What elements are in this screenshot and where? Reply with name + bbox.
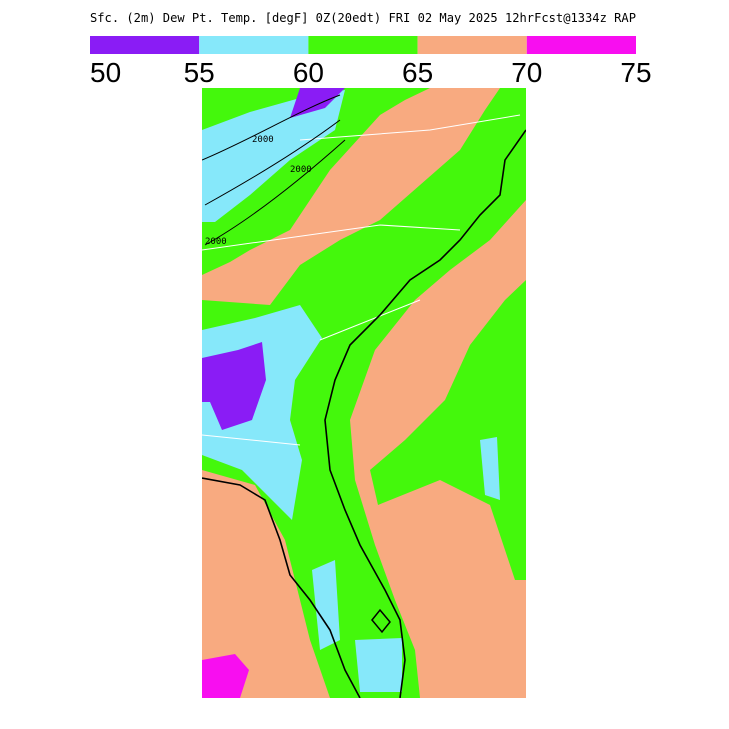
colorbar-swatch [417, 36, 527, 54]
state-line [202, 114, 521, 446]
contour-label: 2000 [252, 135, 274, 145]
field-70 [202, 654, 249, 698]
field-60 [370, 280, 526, 580]
colorbar-swatch [526, 36, 636, 54]
title: Sfc. (2m) Dew Pt. Temp. [degF] 0Z(20edt)… [90, 11, 636, 25]
colorbar-label: 55 [184, 57, 215, 88]
coastline [202, 477, 361, 698]
contour-label: 2000 [205, 237, 227, 247]
colorbar-label: 65 [402, 57, 433, 88]
lake [371, 608, 391, 634]
field-55 [202, 90, 345, 222]
colorbar-label: 60 [293, 57, 324, 88]
field-55 [355, 638, 402, 692]
colorbar-swatch [308, 36, 418, 54]
field-55 [312, 560, 340, 650]
colorbar-label: 70 [511, 57, 542, 88]
coastline [324, 129, 526, 698]
field-55 [480, 437, 500, 500]
field-60 [202, 88, 526, 698]
map: 2000 2000 2000 [202, 88, 526, 698]
colorbar-label: 50 [90, 57, 121, 88]
colorbar-swatch [199, 36, 309, 54]
field-50 [202, 342, 266, 430]
contour [202, 94, 346, 246]
colorbar-label: 75 [620, 57, 651, 88]
contour-label: 2000 [290, 165, 312, 175]
colorbar-swatch [90, 36, 200, 54]
colorbar: 50 55 60 65 70 75 [90, 36, 652, 88]
